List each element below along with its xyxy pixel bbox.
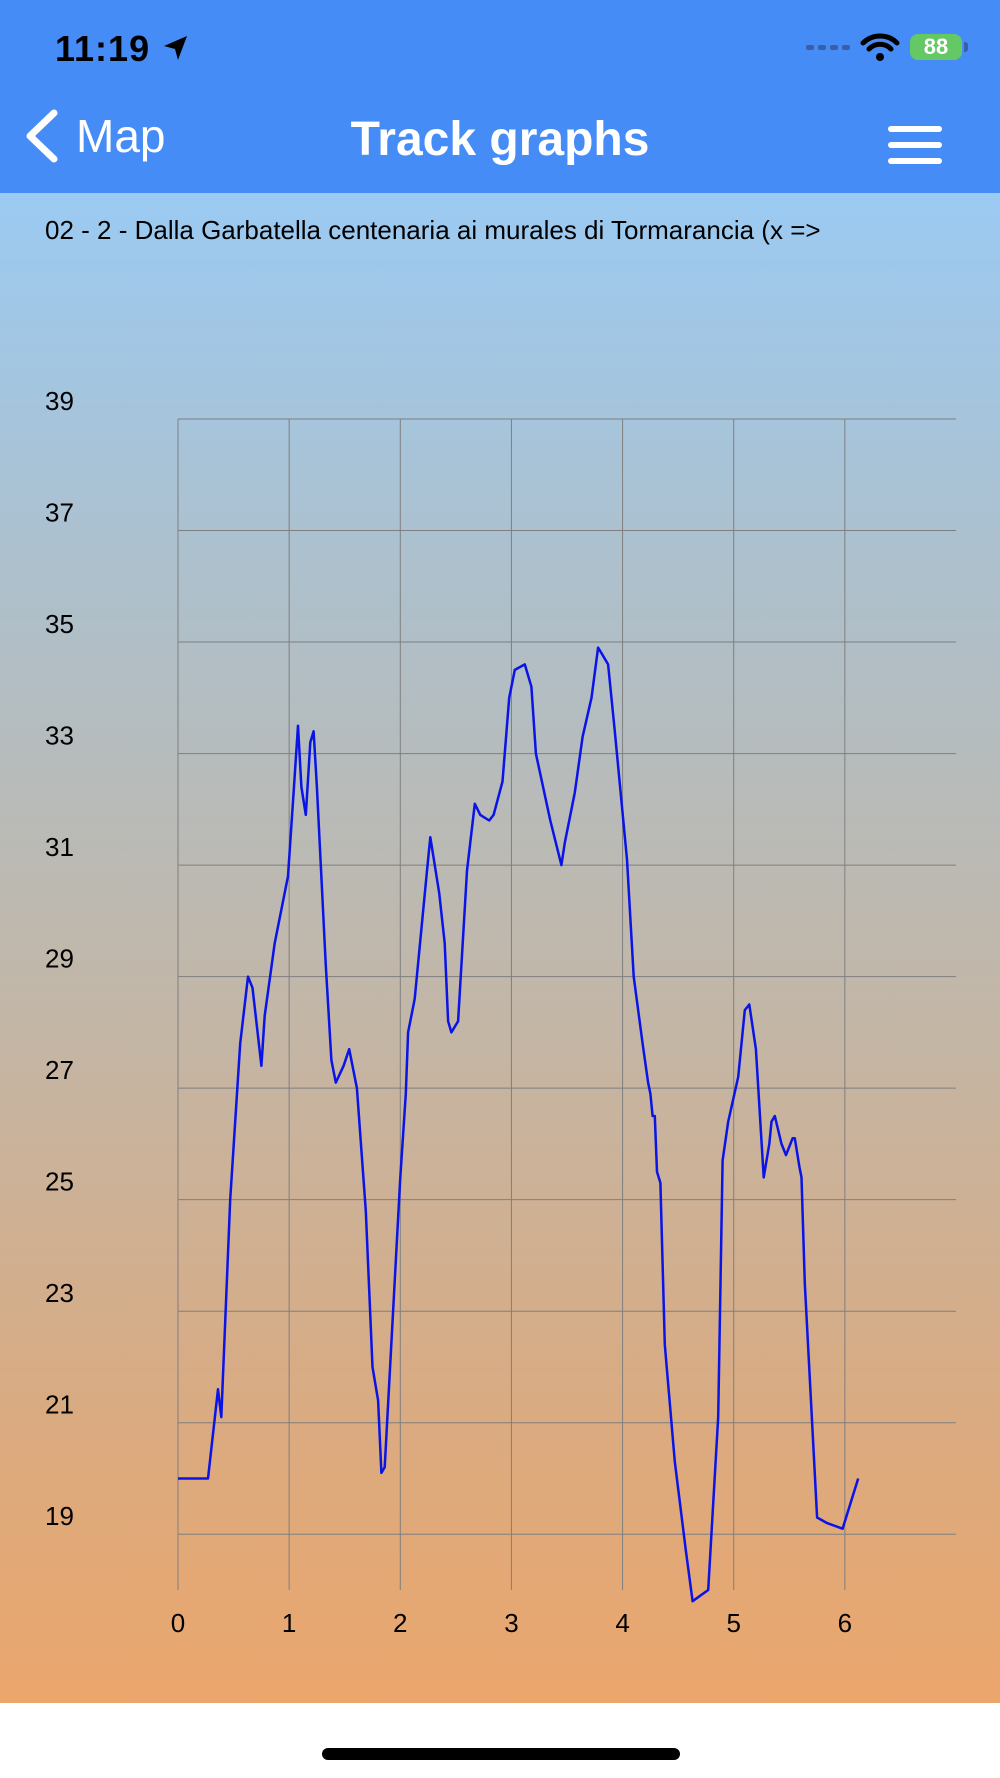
- battery-level: 88: [923, 34, 949, 59]
- x-tick-label: 1: [282, 1608, 296, 1638]
- navigation-bar: 11:19 88 Map Track graphs: [0, 0, 1000, 193]
- y-tick-label: 35: [45, 609, 74, 639]
- hamburger-menu-icon[interactable]: [888, 126, 942, 164]
- battery-icon: 88: [910, 34, 968, 60]
- wifi-icon: [860, 33, 900, 61]
- back-button-label: Map: [76, 110, 166, 162]
- chevron-left-icon: [26, 109, 58, 163]
- y-tick-label: 25: [45, 1167, 74, 1197]
- status-icons: 88: [806, 32, 968, 62]
- cellular-signal-icon: [806, 44, 850, 50]
- x-tick-label: 0: [171, 1608, 185, 1638]
- elevation-line: [178, 646, 860, 1603]
- y-tick-label: 37: [45, 498, 74, 528]
- status-time-text: 11:19: [55, 28, 151, 69]
- x-tick-label: 6: [838, 1608, 852, 1638]
- status-time: 11:19: [55, 28, 191, 70]
- x-tick-label: 2: [393, 1608, 407, 1638]
- y-tick-label: 33: [45, 721, 74, 751]
- y-tick-label: 23: [45, 1278, 74, 1308]
- y-tick-label: 39: [45, 386, 74, 416]
- home-indicator[interactable]: [322, 1748, 680, 1760]
- y-tick-label: 29: [45, 944, 74, 974]
- y-tick-label: 21: [45, 1390, 74, 1420]
- page-title: Track graphs: [350, 113, 650, 166]
- graph-area: 02 - 2 - Dalla Garbatella centenaria ai …: [0, 193, 1000, 1703]
- back-button[interactable]: Map: [22, 108, 165, 164]
- y-tick-label: 31: [45, 832, 74, 862]
- x-tick-label: 5: [726, 1608, 740, 1638]
- x-tick-label: 3: [504, 1608, 518, 1638]
- y-tick-label: 19: [45, 1501, 74, 1531]
- location-arrow-icon: [164, 36, 188, 60]
- y-tick-label: 27: [45, 1055, 74, 1085]
- x-tick-label: 4: [615, 1608, 629, 1638]
- track-title: 02 - 2 - Dalla Garbatella centenaria ai …: [45, 215, 821, 245]
